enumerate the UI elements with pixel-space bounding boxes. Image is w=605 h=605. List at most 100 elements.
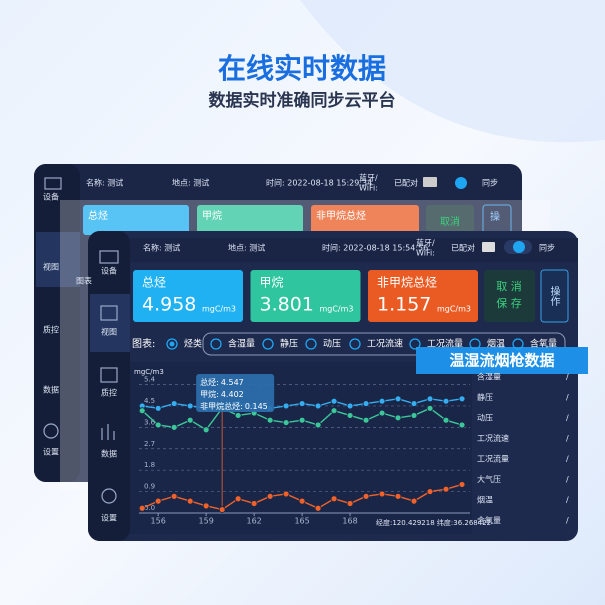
bg-shape [300,0,605,143]
radio[interactable] [512,338,524,350]
sidebar-label: 设置 [101,513,117,523]
param-value: / [566,455,569,464]
point [442,397,450,405]
front-sidebar-active [90,294,130,352]
label: 名称: 测试 [86,178,123,188]
card-name: 非甲烷总烃 [316,209,366,222]
point [410,412,418,419]
point [298,497,306,505]
icon [100,367,118,383]
point [154,497,162,505]
point [314,421,322,429]
card-value: 4.958 [142,294,196,316]
radio[interactable] [469,338,481,350]
radio[interactable] [409,338,421,350]
y-tick-label: 3.6 [144,418,156,426]
sidebar-label: 数据 [101,449,117,459]
point [330,407,338,415]
card [133,270,243,322]
label: 名称: 测试 [143,243,180,253]
point [362,492,370,500]
point [170,423,178,431]
point [378,409,386,417]
point [154,404,162,412]
tooltip-label: 甲烷: [200,389,219,399]
point [394,492,402,500]
label: 已配对 [394,178,418,188]
label: 已配对 [451,243,475,253]
card [250,270,361,322]
point [202,502,210,510]
param-value: / [566,434,569,443]
card-name: 总烃 [142,276,166,290]
button-label: 取 消 [496,279,522,293]
point [458,481,466,488]
point [346,402,354,410]
point [298,416,306,424]
y-tick-label: 2.7 [144,440,155,448]
save-cancel-box[interactable] [484,270,535,322]
sidebar-icons [43,177,119,504]
back-card [311,205,419,235]
tooltip-line: 甲烷: 4.402 [200,389,244,399]
card-name: 总烃 [88,209,108,222]
legend-option: 烟温 [487,338,505,350]
label: 蓝牙/ [359,173,378,183]
point [458,421,466,429]
radio[interactable] [166,338,178,350]
sidebar-label: 质控 [101,388,117,398]
coordinates: 经度:120.429218 纬度:36.268422 [376,518,491,527]
card-value: 3.801 [260,294,314,316]
subtitle: 数据实时准确同步云平台 [209,90,396,111]
param-value: / [566,414,569,423]
label: 时间: 2022-08-18 15:54:56 [322,243,428,253]
button-label: 保 存 [496,296,522,310]
badge: 温湿流烟枪数据 [449,352,554,370]
point [170,492,178,500]
radio[interactable] [210,338,222,350]
sidebar-label: 视图 [43,262,59,272]
label: 时间: 2022-08-18 15:29:34 [266,178,372,188]
sidebar-label: 设备 [43,192,59,202]
point [282,419,290,426]
point [426,395,434,403]
radio[interactable] [305,338,317,350]
point [170,400,178,407]
card-unit: mgC/m3 [319,305,353,314]
label: WiFi: [416,249,435,258]
point [186,416,194,424]
point [362,400,370,407]
point [202,426,210,434]
radio[interactable] [262,338,274,350]
point [346,412,354,419]
printer-icon [482,242,495,252]
legend-option: 工况流量 [427,338,463,350]
param-name: 工况流速 [477,433,509,443]
back-button[interactable] [426,205,474,235]
point [346,500,354,507]
y-tick-label: 4.5 [144,397,155,405]
point [234,412,242,419]
param-value: / [566,393,569,402]
param-name: 静压 [477,392,493,402]
title: 在线实时数据 [218,52,386,85]
point [138,407,146,415]
x-tick-label: 162 [246,517,261,526]
legend-option: 动压 [323,339,341,350]
radio[interactable] [349,338,361,350]
operate-button[interactable] [540,269,569,323]
param-value: / [566,373,569,382]
toggle[interactable] [455,177,467,189]
point [378,397,386,405]
card-name: 非甲烷总烃 [377,276,437,290]
y-tick-label: 0.9 [144,483,155,491]
point [250,500,258,507]
icon [101,488,117,504]
toggle[interactable] [513,241,525,253]
label: 图表 [76,276,92,286]
legend-option: 含湿量 [228,338,255,350]
tooltip-line: 非甲烷总烃: 0.145 [200,401,268,411]
y-tick-label: 0.0 [144,504,155,512]
front-sidebar [88,231,130,541]
x-tick-label: 159 [199,517,214,526]
